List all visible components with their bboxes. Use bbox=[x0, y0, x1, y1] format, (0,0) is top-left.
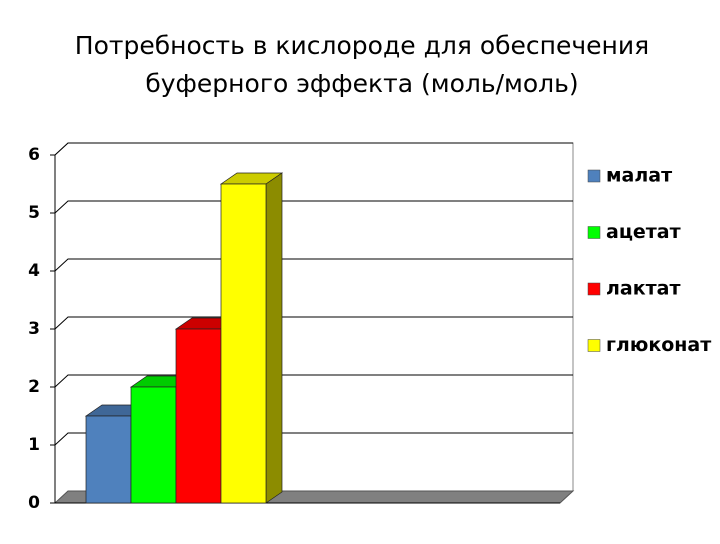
grid-line bbox=[54, 200, 573, 214]
grid-line bbox=[54, 316, 573, 330]
chart-title: буферного эффекта (моль/моль) bbox=[145, 69, 578, 98]
legend-label: глюконат bbox=[606, 334, 711, 356]
bar bbox=[130, 386, 177, 504]
y-tick-label: 4 bbox=[28, 261, 40, 281]
y-tick-label: 1 bbox=[28, 435, 40, 455]
y-tick-label: 2 bbox=[28, 377, 40, 397]
y-tick-label: 6 bbox=[28, 145, 40, 165]
y-tick-label: 3 bbox=[28, 319, 40, 339]
chart-title: Потребность в кислороде для обеспечения bbox=[75, 31, 649, 60]
bar bbox=[220, 183, 267, 504]
y-tick-label: 0 bbox=[28, 493, 40, 513]
legend-swatch bbox=[587, 282, 601, 296]
y-tick-label: 5 bbox=[28, 203, 40, 223]
grid-line bbox=[54, 142, 573, 156]
legend-swatch bbox=[587, 169, 601, 183]
legend-label: ацетат bbox=[606, 221, 681, 243]
bar-side bbox=[265, 172, 283, 504]
grid-line bbox=[54, 374, 573, 388]
legend-swatch bbox=[587, 226, 601, 239]
legend-label: лактат bbox=[606, 278, 680, 300]
grid-line bbox=[54, 432, 573, 446]
legend-swatch bbox=[587, 339, 601, 352]
bar bbox=[175, 328, 222, 504]
legend-label: малат bbox=[606, 165, 672, 187]
grid-line bbox=[54, 258, 573, 272]
bar bbox=[85, 415, 132, 504]
